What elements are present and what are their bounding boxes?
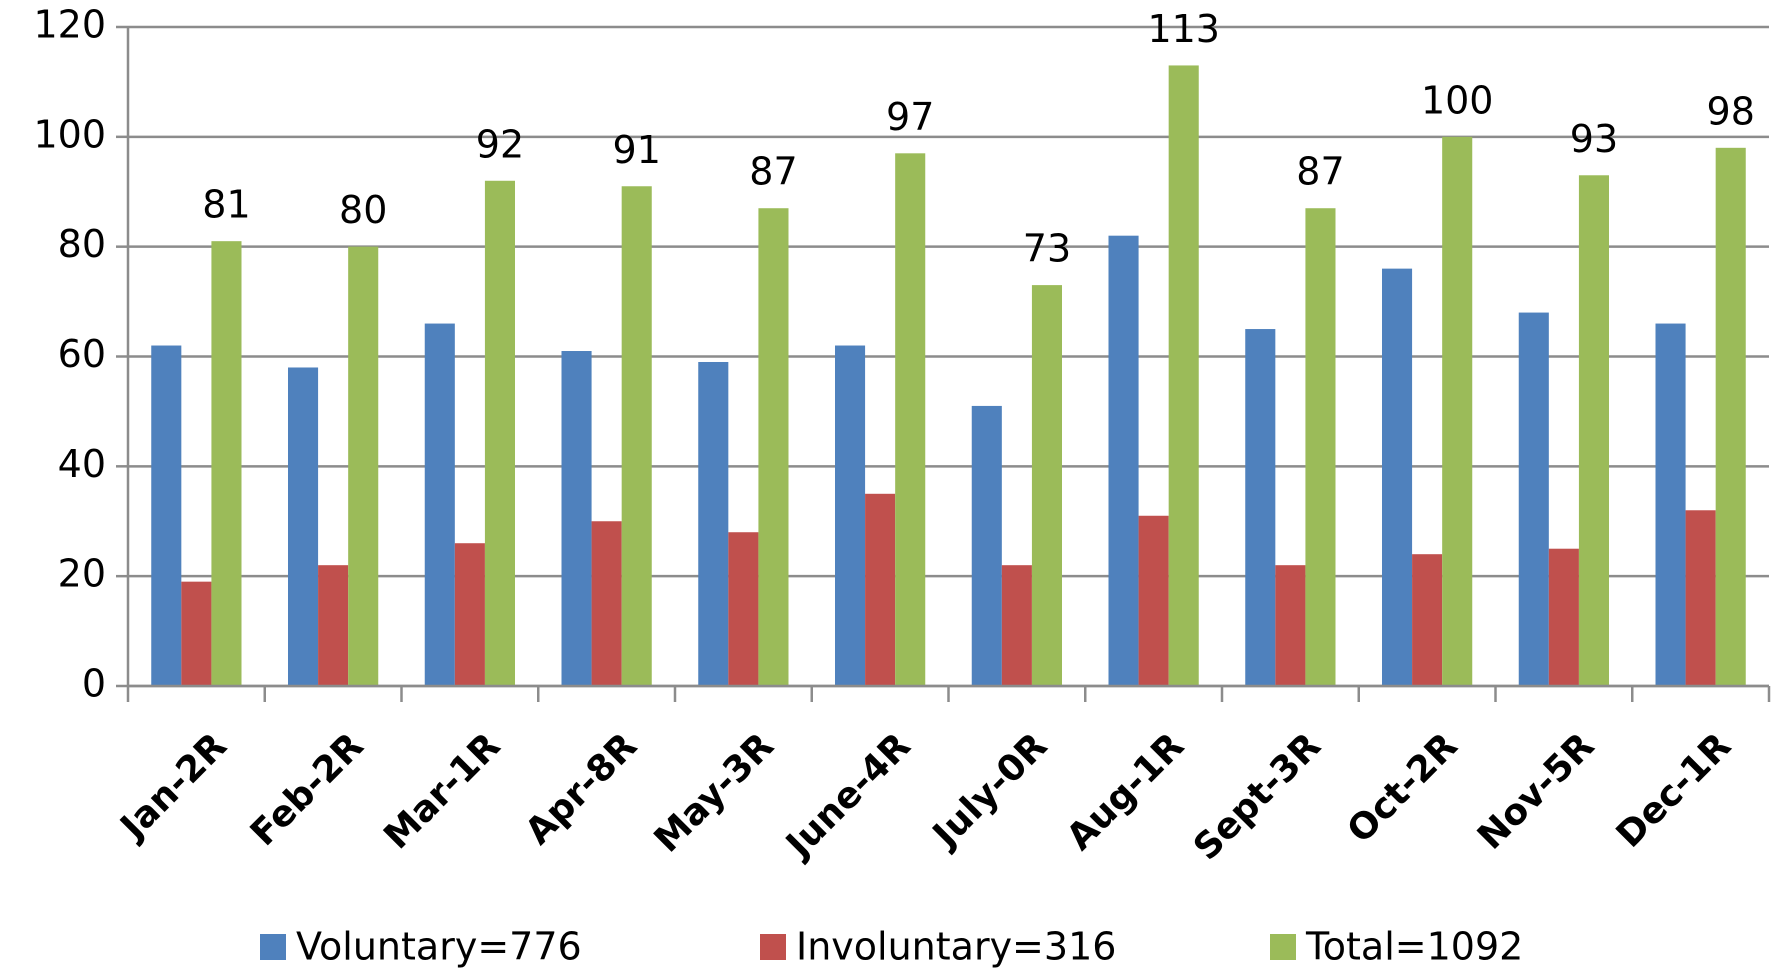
data-label: 92 xyxy=(476,122,524,166)
bar xyxy=(1548,548,1579,686)
bar xyxy=(1108,235,1139,686)
bar xyxy=(591,521,622,686)
bar xyxy=(728,532,759,686)
bar xyxy=(1245,329,1276,686)
y-tick-label: 0 xyxy=(82,662,106,706)
y-tick-label: 60 xyxy=(58,332,106,376)
bar xyxy=(621,186,652,686)
x-tick-label: Jan-2R xyxy=(111,725,235,849)
bar xyxy=(1381,268,1413,686)
bar xyxy=(561,351,592,686)
bar xyxy=(318,565,349,686)
x-tick-label: Oct-2R xyxy=(1340,725,1466,851)
bar xyxy=(454,543,485,686)
data-label: 97 xyxy=(886,95,934,139)
legend-label: Total=1092 xyxy=(1305,925,1523,969)
bar xyxy=(348,246,379,686)
bar xyxy=(834,345,866,686)
data-label: 100 xyxy=(1421,78,1494,122)
bar xyxy=(1275,565,1306,686)
data-label: 81 xyxy=(202,183,250,227)
bar xyxy=(698,361,729,686)
x-tick-label: Nov-5R xyxy=(1470,725,1602,857)
y-tick-label: 100 xyxy=(33,112,106,156)
data-label: 98 xyxy=(1707,89,1755,133)
legend-swatch xyxy=(760,934,786,960)
bar xyxy=(758,208,789,686)
x-tick-label: May-3R xyxy=(647,725,782,860)
bar xyxy=(1655,323,1686,686)
data-label: 91 xyxy=(613,128,661,172)
bar xyxy=(211,241,242,687)
bar xyxy=(1578,175,1610,686)
bar xyxy=(971,405,1002,686)
bar xyxy=(151,345,182,686)
bar xyxy=(484,180,516,686)
bar xyxy=(865,493,896,686)
x-tick-label: Mar-1R xyxy=(376,725,508,857)
bar xyxy=(1518,312,1549,686)
data-label: 87 xyxy=(1296,150,1344,194)
bar xyxy=(1412,554,1443,686)
y-tick-label: 20 xyxy=(58,552,106,596)
y-tick-label: 80 xyxy=(58,222,106,266)
bar xyxy=(1031,285,1063,686)
data-label: 80 xyxy=(339,188,387,232)
legend-label: Involuntary=316 xyxy=(796,925,1116,969)
x-tick-label: Sept-3R xyxy=(1186,725,1329,868)
legend-swatch xyxy=(260,934,286,960)
x-tick-label: Feb-2R xyxy=(243,725,372,854)
bar xyxy=(181,581,212,686)
legend-label: Voluntary=776 xyxy=(296,925,582,969)
x-tick-label: July-0R xyxy=(923,725,1055,857)
data-label: 113 xyxy=(1147,7,1220,51)
bar xyxy=(1715,147,1746,687)
legend-swatch xyxy=(1270,934,1296,960)
bar xyxy=(424,323,455,686)
y-tick-label: 40 xyxy=(58,442,106,486)
bar xyxy=(1138,515,1169,686)
bar xyxy=(1685,510,1716,686)
bar xyxy=(287,367,319,686)
bar xyxy=(1442,136,1473,687)
bar xyxy=(1168,65,1199,687)
x-tick-label: Aug-1R xyxy=(1059,725,1192,858)
x-tick-label: Dec-1R xyxy=(1609,725,1739,855)
data-label: 87 xyxy=(749,150,797,194)
data-label: 73 xyxy=(1023,227,1071,271)
y-tick-label: 120 xyxy=(33,3,106,47)
bar xyxy=(895,153,926,686)
x-tick-label: Apr-8R xyxy=(518,725,645,852)
x-tick-label: June-4R xyxy=(777,725,919,867)
bar xyxy=(1305,208,1336,686)
bar xyxy=(1001,565,1032,686)
data-label: 93 xyxy=(1570,117,1618,161)
